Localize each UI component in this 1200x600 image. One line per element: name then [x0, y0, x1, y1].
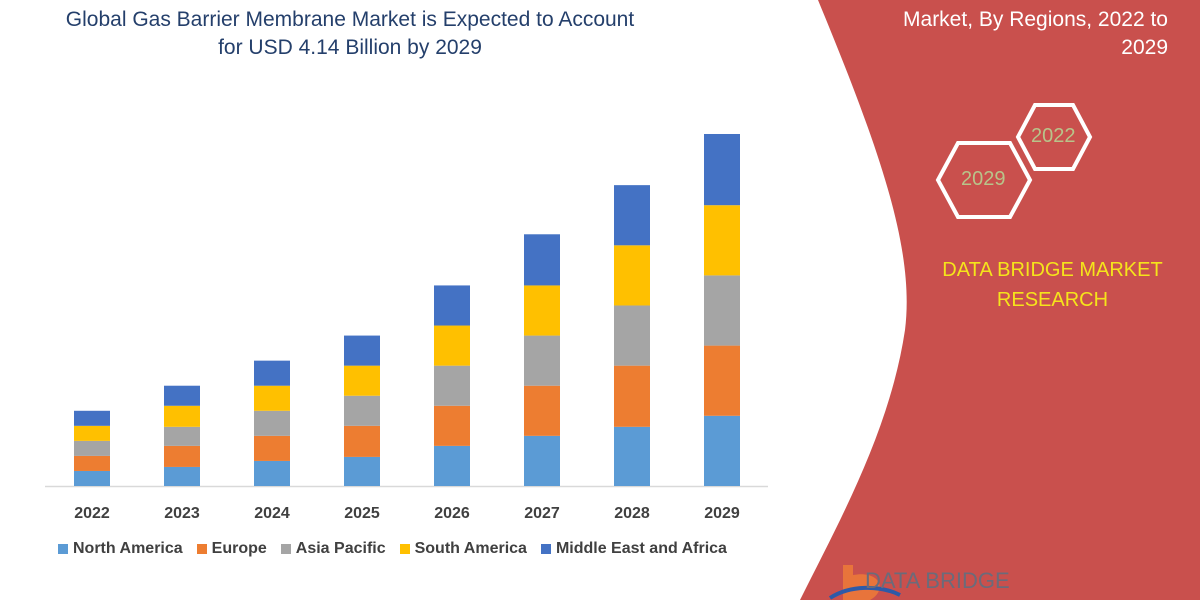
- bar-2025-south-america: [344, 365, 380, 396]
- bar-2028-europe: [614, 365, 650, 427]
- red-side-panel: [800, 0, 1200, 600]
- bar-2025-europe: [344, 425, 380, 457]
- legend-item: Middle East and Africa: [540, 540, 727, 558]
- bar-2029-south-america: [704, 205, 740, 276]
- legend-swatch: [196, 544, 207, 554]
- x-tick-label: 2029: [704, 505, 740, 522]
- hex-label-2029: 2029: [961, 168, 1006, 190]
- legend-label: Europe: [211, 540, 267, 557]
- bar-2022-north-america: [74, 470, 110, 486]
- legend-swatch: [399, 544, 410, 554]
- x-tick-label: 2028: [614, 505, 650, 522]
- bar-2026-south-america: [434, 325, 470, 366]
- hexagon-2022-icon: [1015, 103, 1093, 171]
- bar-2022-middle-east-and-africa: [74, 410, 110, 426]
- legend-label: Middle East and Africa: [555, 540, 727, 557]
- bar-2027-asia-pacific: [524, 335, 560, 386]
- bar-2024-south-america: [254, 385, 290, 411]
- legend-label: Asia Pacific: [295, 540, 386, 557]
- bar-2028-middle-east-and-africa: [614, 185, 650, 246]
- hexagon-2029-icon: [935, 141, 1033, 219]
- bar-2025-middle-east-and-africa: [344, 335, 380, 366]
- legend-item: Asia Pacific: [280, 540, 386, 558]
- bar-2028-south-america: [614, 245, 650, 306]
- bar-2022-europe: [74, 455, 110, 471]
- bar-2024-middle-east-and-africa: [254, 360, 290, 386]
- bar-2023-asia-pacific: [164, 426, 200, 446]
- bar-2027-north-america: [524, 435, 560, 486]
- bar-2027-south-america: [524, 285, 560, 336]
- legend-item: Europe: [196, 540, 267, 558]
- legend-swatch: [58, 544, 68, 554]
- legend-label: South America: [414, 540, 527, 557]
- hex-label-2022: 2022: [1031, 125, 1076, 147]
- logo-text: DATA BRIDGE: [865, 568, 1010, 593]
- legend-swatch: [280, 544, 291, 554]
- bar-2025-asia-pacific: [344, 395, 380, 426]
- x-tick-label: 2025: [344, 505, 380, 522]
- bar-2023-north-america: [164, 466, 200, 486]
- title-line-1: Global Gas Barrier Membrane Market is Ex…: [65, 8, 635, 31]
- bar-2026-asia-pacific: [434, 365, 470, 406]
- bar-2028-north-america: [614, 426, 650, 486]
- bar-2026-middle-east-and-africa: [434, 285, 470, 326]
- bar-2027-middle-east-and-africa: [524, 234, 560, 286]
- bar-2028-asia-pacific: [614, 305, 650, 366]
- bar-2027-europe: [524, 385, 560, 436]
- legend: North America Europe Asia Pacific South Ame…: [58, 540, 727, 558]
- brand-line-1: DATA BRIDGE MARKET: [942, 259, 1163, 281]
- title-line-2: for USD 4.14 Billion by 2029: [218, 36, 482, 59]
- x-tick-label: 2027: [524, 505, 560, 522]
- bar-2029-north-america: [704, 415, 740, 486]
- side-title-line-1: Market, By Regions, 2022 to: [903, 8, 1168, 31]
- bar-2023-south-america: [164, 405, 200, 427]
- brand-text: DATA BRIDGE MARKET RESEARCH: [920, 255, 1185, 315]
- bar-2024-europe: [254, 435, 290, 461]
- bar-2022-south-america: [74, 425, 110, 441]
- x-tick-label: 2023: [164, 505, 200, 522]
- bar-2026-north-america: [434, 445, 470, 486]
- legend-swatch: [540, 544, 551, 554]
- side-title-line-2: 2029: [1121, 36, 1168, 59]
- x-tick-label: 2024: [254, 505, 290, 522]
- bar-2024-asia-pacific: [254, 410, 290, 436]
- bar-2024-north-america: [254, 460, 290, 486]
- bar-2029-europe: [704, 345, 740, 416]
- side-panel-title: Market, By Regions, 2022 to 2029: [838, 6, 1168, 62]
- legend-item: North America: [58, 540, 183, 558]
- bar-2023-europe: [164, 445, 200, 467]
- bar-2025-north-america: [344, 456, 380, 486]
- brand-line-2: RESEARCH: [996, 289, 1109, 311]
- bar-2023-middle-east-and-africa: [164, 385, 200, 406]
- x-tick-label: 2026: [434, 505, 470, 522]
- bar-2029-middle-east-and-africa: [704, 133, 740, 206]
- bar-2029-asia-pacific: [704, 275, 740, 346]
- legend-label: North America: [73, 540, 183, 557]
- chart-title: Global Gas Barrier Membrane Market is Ex…: [40, 6, 660, 62]
- x-tick-label: 2022: [74, 505, 110, 522]
- stacked-bar-chart: 2022 2023 2024 2025 2026 2027 2028 2029: [45, 133, 768, 522]
- bar-2026-europe: [434, 405, 470, 446]
- logo-icon: [828, 565, 901, 600]
- legend-item: South America: [399, 540, 527, 558]
- bar-2022-asia-pacific: [74, 440, 110, 456]
